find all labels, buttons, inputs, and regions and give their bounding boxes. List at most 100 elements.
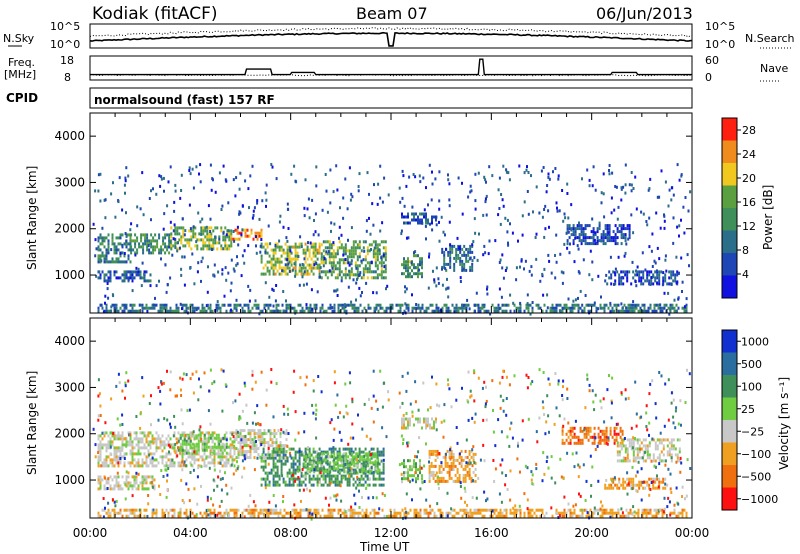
- echo-cell: [374, 261, 377, 265]
- echo-cell: [337, 303, 340, 307]
- echo-cell: [441, 306, 444, 310]
- echo-cell: [258, 312, 261, 316]
- echo-cell: [177, 431, 180, 435]
- echo-cell: [460, 455, 463, 459]
- echo-cell: [604, 236, 607, 240]
- echo-cell: [447, 173, 449, 177]
- echo-cell: [125, 484, 128, 488]
- echo-cell: [624, 251, 627, 255]
- echo-cell: [463, 253, 466, 257]
- echo-cell: [352, 243, 355, 247]
- echo-cell: [213, 436, 216, 440]
- echo-cell: [236, 255, 238, 259]
- colorbar-tick-label: 8: [742, 244, 749, 257]
- echo-cell: [591, 217, 594, 221]
- echo-cell: [153, 484, 156, 488]
- echo-cell: [548, 225, 550, 229]
- echo-cell: [101, 461, 104, 465]
- echo-cell: [658, 483, 661, 487]
- echo-cell: [208, 244, 211, 248]
- echo-cell: [281, 514, 284, 518]
- echo-cell: [235, 511, 238, 515]
- echo-cell: [461, 514, 464, 518]
- echo-cell: [372, 474, 375, 478]
- echo-cell: [403, 462, 405, 466]
- echo-cell: [399, 309, 402, 313]
- echo-cell: [131, 455, 134, 459]
- echo-cell: [238, 187, 241, 191]
- echo-cell: [654, 477, 657, 481]
- echo-cell: [212, 247, 215, 251]
- echo-cell: [151, 458, 154, 462]
- echo-cell: [409, 272, 411, 276]
- echo-cell: [319, 452, 322, 456]
- echo-cell: [129, 309, 132, 313]
- echo-cell: [368, 270, 371, 274]
- echo-cell: [230, 258, 233, 262]
- echo-cell: [109, 475, 112, 479]
- echo-cell: [211, 458, 214, 462]
- echo-cell: [206, 303, 209, 307]
- echo-cell: [646, 273, 649, 277]
- echo-cell: [182, 235, 185, 239]
- echo-cell: [123, 443, 126, 447]
- echo-cell: [336, 288, 339, 292]
- echo-cell: [139, 273, 142, 277]
- echo-cell: [348, 447, 351, 451]
- echo-cell: [298, 456, 301, 460]
- echo-cell: [99, 273, 102, 277]
- echo-cell: [366, 276, 369, 280]
- echo-cell: [339, 470, 342, 474]
- echo-cell: [143, 446, 146, 450]
- echo-cell: [632, 441, 635, 445]
- echo-cell: [169, 508, 172, 512]
- echo-cell: [348, 477, 351, 481]
- echo-cell: [453, 306, 456, 310]
- echo-cell: [414, 175, 417, 179]
- echo-cell: [351, 508, 354, 512]
- echo-cell: [356, 267, 359, 271]
- echo-cell: [438, 170, 441, 174]
- echo-cell: [345, 452, 348, 456]
- echo-cell: [624, 191, 627, 195]
- echo-cell: [105, 481, 108, 485]
- echo-cell: [602, 172, 605, 176]
- echo-cell: [162, 239, 165, 243]
- echo-cell: [113, 270, 116, 274]
- echo-cell: [239, 450, 242, 454]
- echo-cell: [284, 459, 287, 463]
- echo-cell: [326, 210, 329, 214]
- echo-cell: [207, 439, 210, 443]
- echo-cell: [276, 465, 279, 469]
- echo-cell: [457, 176, 460, 180]
- echo-cell: [115, 484, 118, 488]
- echo-cell: [148, 248, 151, 252]
- echo-cell: [151, 452, 154, 456]
- echo-cell: [362, 471, 365, 475]
- echo-cell: [461, 306, 464, 310]
- echo-cell: [413, 272, 415, 276]
- echo-cell: [115, 478, 118, 482]
- echo-cell: [364, 258, 367, 262]
- echo-cell: [505, 309, 508, 313]
- echo-cell: [191, 455, 194, 459]
- echo-cell: [101, 478, 104, 482]
- echo-cell: [115, 245, 118, 249]
- echo-cell: [241, 429, 244, 433]
- echo-cell: [109, 487, 112, 491]
- echo-cell: [235, 308, 238, 312]
- echo-cell: [453, 514, 456, 518]
- echo-cell: [613, 271, 616, 275]
- echo-cell: [304, 471, 307, 475]
- echo-cell: [333, 289, 336, 293]
- echo-cell: [630, 480, 633, 484]
- echo-cell: [165, 464, 168, 468]
- echo-cell: [306, 269, 309, 273]
- echo-cell: [509, 309, 512, 313]
- echo-cell: [233, 440, 236, 444]
- echo-cell: [209, 449, 212, 453]
- nsky-tick-top: 10^5: [50, 20, 80, 33]
- echo-cell: [298, 453, 301, 457]
- echo-cell: [225, 508, 228, 512]
- echo-cell: [647, 306, 650, 310]
